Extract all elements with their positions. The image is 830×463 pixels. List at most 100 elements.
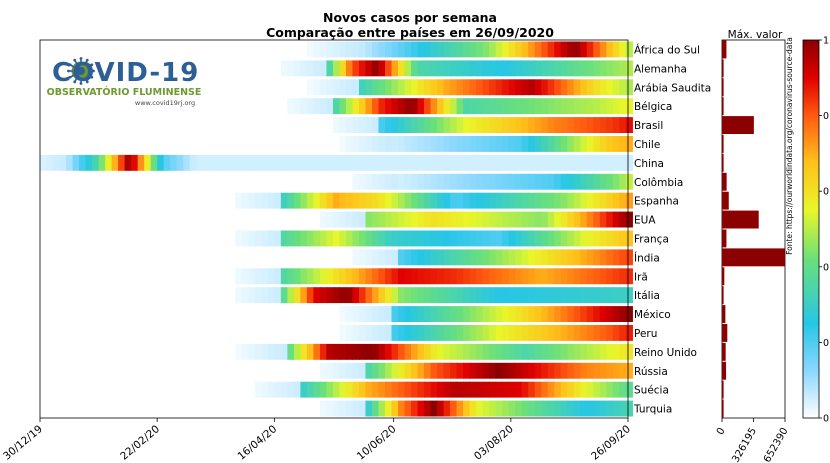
heat-cell	[170, 154, 178, 171]
heat-cell	[586, 79, 594, 96]
heat-cell	[619, 211, 627, 228]
heat-cell	[593, 249, 601, 266]
heat-cell	[424, 98, 432, 115]
heat-cell	[371, 362, 380, 379]
max-value-bar	[722, 267, 725, 286]
heat-cell	[53, 154, 61, 171]
heat-cell	[339, 136, 347, 152]
heat-cell	[528, 117, 536, 133]
heat-cell	[534, 325, 542, 341]
heat-cell	[625, 136, 633, 152]
heat-row	[280, 60, 633, 77]
heat-cell	[482, 154, 490, 171]
heat-cell	[534, 362, 542, 379]
heat-cell	[482, 98, 490, 115]
heat-cell	[560, 287, 568, 304]
heat-cell	[508, 60, 516, 77]
heat-cell	[398, 154, 406, 171]
heat-cell	[313, 268, 321, 285]
heat-cell	[489, 249, 497, 266]
heat-cell	[72, 154, 80, 171]
heat-cell	[606, 249, 614, 266]
heat-cell	[378, 117, 386, 133]
heat-cell	[332, 154, 341, 171]
heat-cell	[326, 41, 334, 58]
heat-cell	[469, 381, 477, 398]
heat-cell	[391, 79, 399, 96]
heat-cell	[599, 41, 607, 58]
heat-cell	[398, 400, 406, 417]
heat-cell	[313, 79, 321, 96]
heat-cell	[378, 400, 386, 417]
heat-cell	[534, 98, 542, 115]
heat-cell	[417, 325, 425, 341]
heat-cell	[404, 230, 412, 247]
heat-cell	[235, 268, 243, 285]
heat-cell	[502, 400, 510, 417]
heat-cell	[352, 117, 360, 133]
heat-cell	[365, 287, 373, 304]
virus-spike-tip	[90, 75, 94, 79]
heat-cell	[593, 41, 601, 58]
heat-cell	[306, 41, 314, 58]
heat-cell	[267, 287, 275, 304]
heat-cell	[489, 362, 497, 379]
heat-cell	[482, 287, 490, 304]
heat-cell	[443, 230, 451, 247]
heat-cell	[450, 306, 458, 322]
heat-cell	[404, 362, 412, 379]
heat-cell	[430, 287, 438, 304]
heat-cell	[300, 60, 308, 77]
heat-cell	[612, 268, 620, 285]
max-value-bar	[722, 361, 727, 380]
heat-cell	[300, 230, 308, 247]
heat-cell	[482, 306, 490, 322]
heat-cell	[554, 306, 562, 322]
heat-row	[319, 362, 633, 379]
heat-cell	[599, 343, 607, 360]
heat-cell	[300, 192, 308, 209]
logo-url: www.covid19rj.org	[135, 99, 195, 107]
heat-cell	[248, 268, 256, 285]
heat-cell	[489, 154, 497, 171]
heat-cell	[625, 192, 633, 209]
heat-cell	[463, 343, 471, 360]
heat-cell	[398, 211, 406, 228]
heat-cell	[339, 268, 347, 285]
heat-cell	[430, 268, 438, 285]
heat-cell	[606, 136, 614, 152]
heat-cell	[137, 154, 145, 171]
heat-cell	[489, 41, 497, 58]
heat-cell	[593, 325, 601, 341]
heat-cell	[424, 230, 432, 247]
heat-cell	[437, 98, 445, 115]
heat-cell	[365, 362, 373, 379]
heat-cell	[326, 362, 334, 379]
heat-cell	[424, 362, 432, 379]
heat-cell	[450, 41, 458, 58]
heat-cell	[606, 400, 614, 417]
heat-cell	[332, 192, 341, 209]
heat-cell	[79, 154, 87, 171]
heat-cell	[404, 154, 412, 171]
heat-cell	[495, 117, 503, 133]
heat-cell	[476, 192, 484, 209]
heat-cell	[345, 325, 354, 341]
heat-cell	[384, 362, 393, 379]
heat-cell	[430, 306, 438, 322]
heat-cell	[476, 154, 484, 171]
heat-cell	[573, 381, 581, 398]
heat-cell	[521, 173, 529, 190]
heat-cell	[411, 136, 419, 152]
heat-cell	[508, 306, 516, 322]
heat-cell	[534, 136, 542, 152]
heat-cell	[384, 41, 393, 58]
x-tick-label: 03/08/20	[472, 423, 516, 463]
heat-cell	[417, 249, 425, 266]
heat-cell	[326, 98, 334, 115]
heat-cell	[411, 117, 419, 133]
heat-cell	[606, 173, 614, 190]
heat-cell	[371, 60, 380, 77]
heat-cell	[560, 306, 568, 322]
heat-cell	[411, 98, 419, 115]
